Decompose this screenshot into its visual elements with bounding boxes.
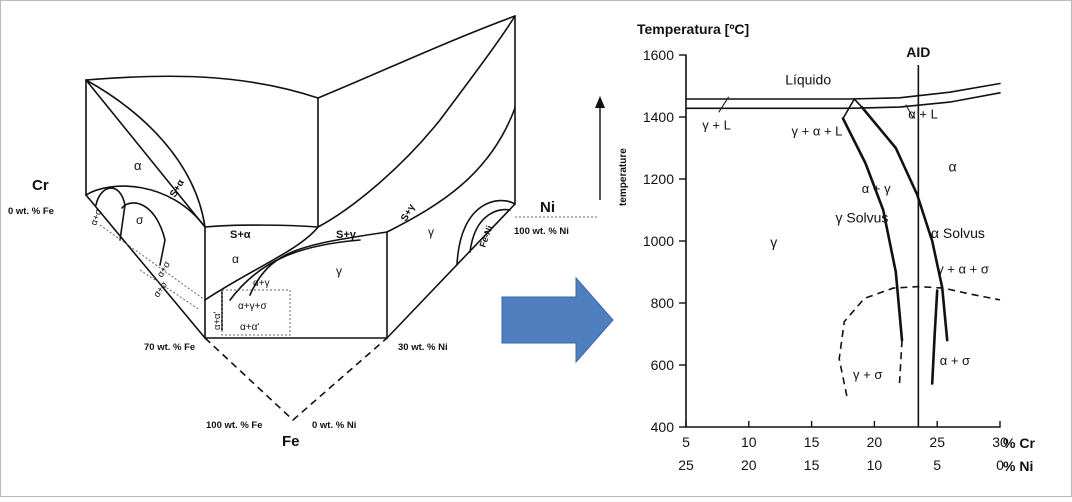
front-curve-2 bbox=[229, 239, 361, 301]
gamma-solvus-line bbox=[841, 117, 904, 342]
xtick-label-cr: 20 bbox=[867, 434, 883, 450]
right-arch-inner bbox=[469, 208, 511, 253]
ytick-label: 1200 bbox=[643, 171, 674, 187]
temperature-label: temperature bbox=[618, 148, 629, 206]
region-s-alpha: S+α bbox=[230, 229, 251, 241]
surface-valley-right bbox=[317, 15, 516, 228]
label-alpha-gamma: α + γ bbox=[862, 181, 891, 196]
aid-label: AID bbox=[906, 44, 930, 60]
sigma-dome-dashed bbox=[838, 285, 1001, 397]
dotted-box-front bbox=[221, 289, 291, 336]
region-s-gamma: S+γ bbox=[336, 229, 357, 241]
corner-ni-sub: 100 wt. % Ni bbox=[514, 226, 569, 237]
front-curve-3 bbox=[249, 231, 388, 296]
ytick-label: 1400 bbox=[643, 109, 674, 125]
line-front-top bbox=[204, 224, 319, 228]
region-alpha-gamma: α+γ bbox=[253, 278, 270, 289]
label-gamma-solvus: γ Solvus bbox=[836, 209, 889, 225]
xtick-label-cr: 15 bbox=[804, 434, 820, 450]
liquidus-upper bbox=[685, 82, 1001, 100]
label-alpha-l: α + L bbox=[908, 107, 938, 122]
left-base-curve bbox=[85, 185, 206, 228]
xtick-label-ni: 10 bbox=[867, 457, 883, 473]
liquidus-surface bbox=[85, 15, 516, 99]
region-alpha-sigma-c: α+σ bbox=[151, 279, 170, 299]
region-gamma-front: γ bbox=[336, 264, 342, 278]
ytick-label: 400 bbox=[651, 419, 675, 435]
xtick-label-ni: 5 bbox=[933, 457, 941, 473]
chart-ylabel: Temperatura [ºC] bbox=[637, 21, 749, 37]
xtick-label-cr: 5 bbox=[682, 434, 690, 450]
transition-arrow bbox=[501, 276, 614, 364]
corner-cr-sub: 0 wt. % Fe bbox=[8, 206, 54, 217]
alpha-sigma-line bbox=[930, 289, 939, 385]
xlabel-ni: % Ni bbox=[1003, 458, 1033, 474]
region-alpha-sigma: α+σ bbox=[88, 207, 104, 227]
leader-alpha-l bbox=[905, 104, 914, 119]
label-liquid: Líquido bbox=[785, 72, 831, 88]
xtick-label-ni: 0 bbox=[996, 457, 1004, 473]
fe-corner-dashed bbox=[204, 337, 388, 422]
curve-sigma bbox=[121, 202, 166, 266]
xtick-label-cr: 30 bbox=[992, 434, 1008, 450]
ytick-label: 1600 bbox=[643, 47, 674, 63]
leader-gamma-l bbox=[718, 96, 730, 113]
ytick-label: 1000 bbox=[643, 233, 674, 249]
region-fe-ni: Fe-Ni bbox=[477, 224, 494, 249]
front-curve-1 bbox=[204, 226, 319, 301]
peritectic-boundary bbox=[842, 98, 863, 120]
region-alpha-front: α bbox=[232, 252, 239, 266]
label-gamma: γ bbox=[770, 234, 777, 250]
right-arch-outer bbox=[456, 199, 516, 266]
region-s-gamma-right: S+γ bbox=[399, 202, 418, 224]
temperature-arrowhead bbox=[595, 96, 605, 108]
left-front-label: 70 wt. % Fe bbox=[144, 342, 195, 353]
fe-left-sub: 100 wt. % Fe bbox=[206, 420, 263, 431]
gamma-sigma-dashed bbox=[898, 340, 903, 384]
line-cr-front bbox=[85, 79, 206, 228]
corner-fe-label: Fe bbox=[282, 433, 300, 450]
region-alpha-top: α bbox=[134, 158, 142, 173]
liquidus-lower bbox=[685, 92, 1001, 110]
region-alpha-sigma-b: α+σ bbox=[155, 259, 173, 279]
xtick-label-cr: 10 bbox=[741, 434, 757, 450]
corner-ni-label: Ni bbox=[540, 199, 555, 216]
region-sigma: σ bbox=[136, 213, 144, 227]
label-alpha-solvus: α Solvus bbox=[931, 225, 985, 241]
region-alpha-alpha-prime: α+α' bbox=[240, 322, 259, 333]
region-alpha-alpha-prime-v: α+α' bbox=[212, 311, 223, 330]
label-gamma-alpha-l: γ + α + L bbox=[792, 124, 843, 139]
corner-cr-label: Cr bbox=[32, 177, 49, 194]
region-s-alpha-top: S+α bbox=[168, 177, 187, 199]
xtick-label-ni: 20 bbox=[741, 457, 757, 473]
label-alpha-sigma: α + σ bbox=[940, 353, 970, 368]
xtick-label-ni: 25 bbox=[678, 457, 694, 473]
ytick-label: 600 bbox=[651, 357, 675, 373]
label-gamma-l: γ + L bbox=[702, 117, 731, 132]
base-outline bbox=[85, 194, 516, 339]
label-alpha: α bbox=[949, 158, 957, 174]
dotted-left-2 bbox=[139, 269, 201, 311]
region-gamma-right: γ bbox=[428, 225, 434, 239]
right-front-label: 30 wt. % Ni bbox=[398, 342, 448, 353]
region-alpha-gamma-sigma: α+γ+σ bbox=[238, 301, 267, 312]
ytick-label: 800 bbox=[651, 295, 675, 311]
fe-right-sub: 0 wt. % Ni bbox=[312, 420, 356, 431]
xtick-label-ni: 15 bbox=[804, 457, 820, 473]
phase-diagram-chart: Temperatura [ºC] AID % Cr % Ni 400 600 800… bbox=[637, 21, 1035, 474]
line-cr-curve bbox=[85, 79, 206, 228]
label-gamma-alpha-sigma: γ + α + σ bbox=[937, 262, 989, 277]
alpha-solvus-line bbox=[860, 105, 949, 342]
xtick-label-cr: 25 bbox=[929, 434, 945, 450]
dotted-left-1 bbox=[99, 224, 206, 301]
label-gamma-sigma: γ + σ bbox=[853, 367, 882, 382]
xlabel-cr: % Cr bbox=[1003, 435, 1035, 451]
ternary-diagram: Cr 0 wt. % Fe Ni 100 wt. % Ni Fe 100 wt.… bbox=[8, 15, 629, 450]
line-right-top bbox=[386, 107, 516, 233]
